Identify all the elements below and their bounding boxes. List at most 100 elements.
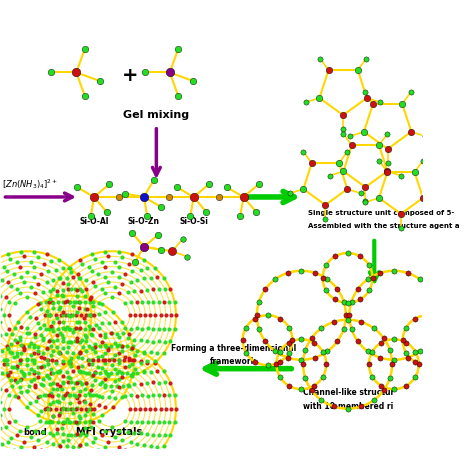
Point xyxy=(49,370,57,377)
Point xyxy=(408,128,415,136)
Point xyxy=(46,392,53,399)
Point xyxy=(17,469,25,474)
Point xyxy=(162,405,170,412)
Point xyxy=(411,373,419,381)
Point xyxy=(153,349,161,357)
Point xyxy=(402,349,410,356)
Point xyxy=(37,305,45,312)
Point xyxy=(276,348,283,356)
Point xyxy=(340,325,347,333)
Point xyxy=(285,382,292,390)
Point xyxy=(388,360,396,368)
Point xyxy=(88,405,95,412)
Point xyxy=(255,325,263,333)
Point xyxy=(69,273,76,281)
Point xyxy=(318,396,325,404)
Point xyxy=(251,315,259,322)
Point xyxy=(316,55,324,63)
Point xyxy=(130,429,138,437)
Point xyxy=(88,251,96,258)
Point xyxy=(127,419,134,426)
Point xyxy=(17,383,24,391)
Point xyxy=(86,417,94,424)
Point xyxy=(73,286,81,293)
Point xyxy=(42,392,50,399)
Point xyxy=(81,292,89,300)
Point xyxy=(76,348,84,356)
Point xyxy=(73,69,80,76)
Point xyxy=(44,311,52,319)
Point xyxy=(90,302,97,310)
Point xyxy=(108,329,116,337)
Point xyxy=(73,183,81,191)
Point xyxy=(0,311,8,319)
Point xyxy=(111,351,119,359)
Point xyxy=(324,347,331,355)
Point xyxy=(43,345,50,352)
Point xyxy=(165,325,173,333)
Point xyxy=(124,335,132,342)
Point xyxy=(171,418,178,426)
Point xyxy=(17,375,25,383)
Point xyxy=(411,315,419,322)
Point xyxy=(74,353,82,361)
Point xyxy=(88,344,96,352)
Point xyxy=(70,419,78,426)
Point xyxy=(11,336,18,343)
Point xyxy=(272,275,279,283)
Point xyxy=(399,337,407,344)
Point xyxy=(88,311,95,319)
Point xyxy=(5,392,12,399)
Point xyxy=(76,418,83,426)
Point xyxy=(273,360,280,368)
Point xyxy=(319,348,327,356)
Point xyxy=(137,266,145,273)
Point xyxy=(140,442,147,449)
Point xyxy=(66,264,74,272)
Point xyxy=(360,128,368,136)
Point xyxy=(67,285,75,293)
Point xyxy=(73,430,81,438)
Point xyxy=(11,324,18,332)
Point xyxy=(386,346,394,354)
Point xyxy=(79,380,86,388)
Point xyxy=(68,355,75,362)
Point xyxy=(24,423,31,430)
Point xyxy=(190,193,198,201)
Point xyxy=(111,318,119,326)
Point xyxy=(55,256,63,264)
Point xyxy=(149,298,157,306)
Point xyxy=(131,365,139,373)
Point xyxy=(72,298,80,306)
Point xyxy=(108,293,116,301)
Point xyxy=(344,299,351,307)
Point xyxy=(330,318,337,326)
Point xyxy=(68,448,75,456)
Point xyxy=(141,69,148,76)
Point xyxy=(134,440,141,448)
Point xyxy=(26,313,34,321)
Point xyxy=(166,285,174,293)
Point xyxy=(85,370,92,377)
Point xyxy=(82,379,90,386)
Point xyxy=(36,392,44,400)
Point xyxy=(19,342,27,350)
Text: Si-O-Zn: Si-O-Zn xyxy=(128,217,160,226)
Point xyxy=(65,357,73,365)
Point xyxy=(79,363,86,370)
Point xyxy=(169,247,176,255)
Point xyxy=(30,453,38,461)
Point xyxy=(370,396,377,404)
Point xyxy=(331,253,339,260)
Point xyxy=(60,318,67,326)
Point xyxy=(111,377,119,384)
Point xyxy=(89,278,97,286)
Point xyxy=(67,419,74,426)
Point xyxy=(88,449,95,457)
Point xyxy=(37,381,45,388)
Point xyxy=(64,437,72,444)
Point xyxy=(129,369,137,377)
Point xyxy=(11,392,18,400)
Point xyxy=(23,324,30,332)
Point xyxy=(140,367,148,374)
